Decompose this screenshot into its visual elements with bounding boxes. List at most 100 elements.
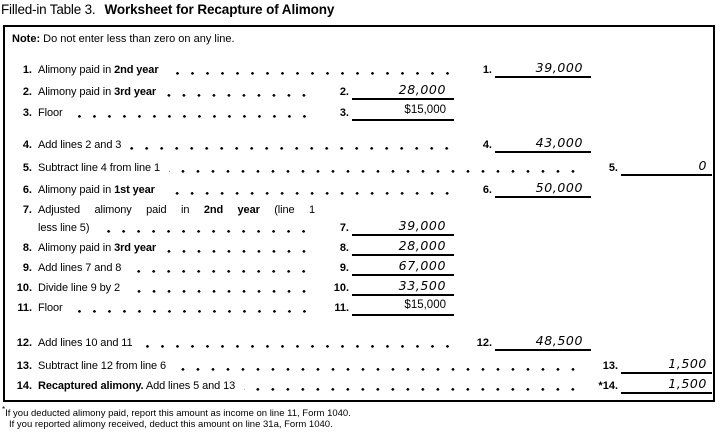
line-label: Floor — [38, 302, 63, 314]
answer-value-underline: 28,000 — [352, 82, 454, 100]
leader-dots — [169, 162, 586, 176]
line-number: 11. — [17, 302, 32, 314]
answer-value-underline: 67,000 — [352, 258, 454, 276]
line-number: 9. — [22, 262, 32, 274]
line-label: Add lines 7 and 8 — [38, 262, 122, 274]
worksheet-row-12: 12. Add lines 10 and 11 12. 48,500 — [5, 331, 713, 351]
line-label: Alimony paid in 3rd year — [38, 242, 157, 254]
answer-number: 4. — [482, 139, 492, 151]
answer-number: *14. — [598, 380, 618, 392]
leader-dots — [71, 107, 317, 121]
line-label: Add lines 2 and 3 — [38, 139, 122, 151]
answer-cell: 1. 39,000 — [468, 60, 591, 78]
line-number: 10. — [16, 282, 32, 294]
worksheet-row-3: 3. Floor 3. $15,000 — [5, 101, 713, 121]
answer-value-underline: 0 — [621, 158, 712, 176]
answer-cell: 5. 0 — [594, 158, 712, 176]
answer-value-underline: 39,000 — [352, 218, 454, 236]
leader-dots — [244, 380, 586, 394]
page-title: Filled-in Table 3. Worksheet for Recaptur… — [1, 1, 334, 18]
answer-value-underline: 43,000 — [495, 135, 591, 153]
footnote-marker: * — [2, 405, 6, 414]
answer-cell: *14. 1,500 — [594, 376, 712, 394]
worksheet-row-11: 11. Floor 11. $15,000 — [5, 296, 713, 316]
answer-value-underline: 33,500 — [352, 278, 454, 296]
worksheet-box: Note: Do not enter less than zero on any… — [3, 25, 715, 402]
line-label: Alimony paid in 3rd year — [38, 86, 157, 98]
answer-number: 10. — [333, 282, 349, 294]
answer-number: 11. — [334, 302, 349, 314]
line-label: Recaptured alimony. Add lines 5 and 13 — [38, 380, 236, 392]
worksheet-row-1: 1. Alimony paid in 2nd year 1. 39,000 — [5, 58, 713, 78]
answer-number: 1. — [482, 64, 492, 76]
footnote-line-1: *If you deducted alimony paid, report th… — [2, 405, 351, 419]
line-number: 6. — [22, 184, 32, 196]
line-number: 2. — [22, 86, 32, 98]
answer-number: 8. — [339, 242, 349, 254]
worksheet-row-7: 7. Adjusted alimony paid in 2nd year (li… — [5, 199, 713, 218]
worksheet-row-8: 8. Alimony paid in 3rd year 8. 28,000 — [5, 236, 713, 256]
line-label: Add lines 10 and 11 — [38, 337, 133, 349]
line-label: less line 5) — [38, 222, 90, 234]
answer-number: 9. — [339, 262, 349, 274]
answer-number: 12. — [476, 337, 492, 349]
answer-value-underline: $15,000 — [352, 298, 454, 316]
footnote: *If you deducted alimony paid, report th… — [2, 404, 351, 430]
line-number: 7. — [22, 204, 32, 216]
worksheet-rows: 1. Alimony paid in 2nd year 1. 39,000 2.… — [5, 58, 713, 394]
leader-dots — [130, 139, 460, 153]
leader-dots — [167, 64, 460, 78]
leader-dots — [165, 242, 317, 256]
answer-cell: 6. 50,000 — [468, 180, 591, 198]
answer-cell: 2. 28,000 — [325, 82, 454, 100]
answer-cell: 3. $15,000 — [325, 103, 454, 121]
leader-dots — [130, 262, 317, 276]
leader-dots — [128, 282, 317, 296]
line-label: Subtract line 12 from line 6 — [38, 360, 167, 372]
answer-number: 3. — [339, 107, 349, 119]
answer-cell: 4. 43,000 — [468, 135, 591, 153]
answer-value-underline: 48,500 — [495, 333, 591, 351]
answer-cell: 13. 1,500 — [594, 356, 712, 374]
answer-value-underline: 50,000 — [495, 180, 591, 198]
leader-dots — [141, 337, 460, 351]
answer-number: 5. — [608, 162, 618, 174]
line-number: 1. — [22, 64, 32, 76]
line-number: 14. — [16, 380, 32, 392]
answer-value-underline: 28,000 — [352, 238, 454, 256]
worksheet-row-5: 5. Subtract line 4 from line 1 5. 0 — [5, 156, 713, 176]
worksheet-row-7-continued: less line 5) 7. 39,000 — [5, 217, 713, 236]
leader-dots — [98, 222, 317, 236]
answer-cell: 8. 28,000 — [325, 238, 454, 256]
line-number: 8. — [22, 242, 32, 254]
line-label: Alimony paid in 2nd year — [38, 64, 159, 76]
worksheet-row-14: 14. Recaptured alimony. Add lines 5 and … — [5, 374, 713, 394]
worksheet-title: Worksheet for Recapture of Alimony — [104, 2, 335, 17]
leader-dots — [165, 86, 317, 100]
answer-cell: 9. 67,000 — [325, 258, 454, 276]
answer-cell: 7. 39,000 — [325, 218, 454, 236]
line-label: Subtract line 4 from line 1 — [38, 162, 161, 174]
worksheet-row-6: 6. Alimony paid in 1st year 6. 50,000 — [5, 178, 713, 198]
worksheet-row-13: 13. Subtract line 12 from line 6 13. 1,5… — [5, 354, 713, 374]
answer-value-underline: 1,500 — [621, 376, 712, 394]
line-label: Floor — [38, 107, 63, 119]
worksheet-row-9: 9. Add lines 7 and 8 9. 67,000 — [5, 256, 713, 276]
answer-number: 6. — [482, 184, 492, 196]
leader-dots — [163, 184, 460, 198]
line-number: 12. — [16, 337, 32, 349]
answer-number: 2. — [339, 86, 349, 98]
line-number: 13. — [16, 360, 32, 372]
note-text: Note: Do not enter less than zero on any… — [12, 33, 235, 45]
line-label: Alimony paid in 1st year — [38, 184, 155, 196]
answer-value-underline: 39,000 — [495, 60, 591, 78]
line-number: 4. — [22, 139, 32, 151]
answer-number: 13. — [602, 360, 618, 372]
answer-value-underline: $15,000 — [352, 103, 454, 121]
answer-cell: 11. $15,000 — [325, 298, 454, 316]
worksheet-row-2: 2. Alimony paid in 3rd year 2. 28,000 — [5, 80, 713, 100]
answer-number: 7. — [339, 222, 349, 234]
line-number: 3. — [22, 107, 32, 119]
leader-dots — [71, 302, 317, 316]
answer-cell: 12. 48,500 — [468, 333, 591, 351]
